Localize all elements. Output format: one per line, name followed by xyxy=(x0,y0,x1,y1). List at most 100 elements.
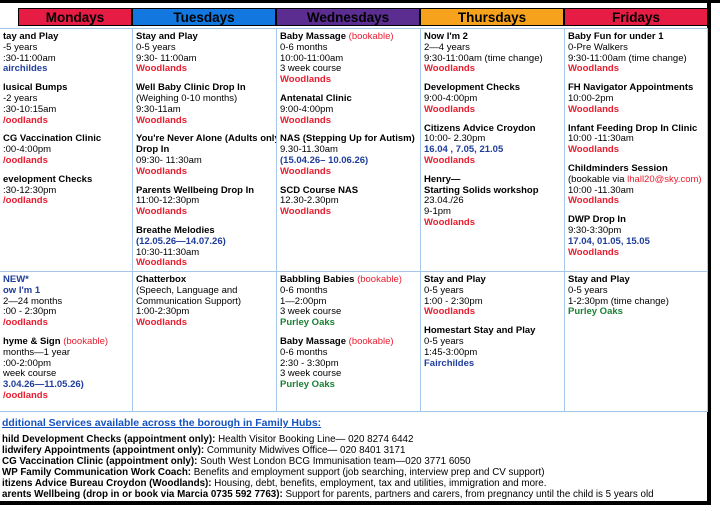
activity-text-segment: lusical Bumps xyxy=(3,82,68,94)
activity-line: Stay and Play xyxy=(424,274,562,286)
activity-text-segment: Purley Oaks xyxy=(280,379,335,391)
activity-line: Drop In xyxy=(136,144,274,156)
activity-line: Woodlands xyxy=(424,104,562,116)
activity-line: 0-6 months xyxy=(280,42,418,54)
activity-text-segment: 10:00-11:00am xyxy=(280,52,344,64)
activity-text-segment: Stay and Play xyxy=(136,31,198,42)
activity-text-segment: 23.04./26 xyxy=(424,195,464,207)
activity-line: 3.04.26—11.05.26) xyxy=(3,379,130,391)
activity-block: Baby Fun for under 1 0-Pre Walkers 9:30-11… xyxy=(568,31,705,75)
activity-text-segment: 9-1pm xyxy=(424,206,451,218)
activity-line: Now I'm 2 xyxy=(424,31,562,43)
activity-line: Woodlands xyxy=(424,155,562,167)
activity-text-segment: DWP Drop In xyxy=(568,214,626,226)
activity-line: 1-2:30pm (time change) xyxy=(568,296,705,308)
activity-text-segment: Baby Massage xyxy=(280,335,349,347)
footer-service-line: hild Development Checks (appointment onl… xyxy=(2,434,717,445)
activity-line: Homestart Stay and Play xyxy=(424,325,562,337)
activity-line: Woodlands xyxy=(424,63,562,75)
activity-line: Chatterbox xyxy=(136,274,274,286)
activity-text-segment: Woodlands xyxy=(280,165,332,177)
activity-line: Woodlands xyxy=(136,115,274,127)
activity-text-segment: 09:30- 11:30am xyxy=(136,154,202,166)
activity-line: Citizens Advice Croydon xyxy=(424,123,562,135)
day-header-wednesdays: Wednesdays xyxy=(276,8,420,26)
activity-line: Baby Massage (bookable) xyxy=(280,335,418,348)
activity-text-segment: Stay and Play xyxy=(568,274,630,285)
activity-line: Stay and Play xyxy=(568,274,705,286)
activity-text-segment: 9:30- 11:00am xyxy=(136,52,197,64)
activity-block: NAS (Stepping Up for Autism) 9.30-11.30am… xyxy=(280,133,418,177)
activity-text-segment: Homestart Stay and Play xyxy=(424,325,536,337)
activity-line: Woodlands xyxy=(568,144,705,156)
activity-text-segment: (Weighing 0-10 months) xyxy=(136,92,238,104)
activity-text-segment: (bookable) xyxy=(348,335,394,347)
activity-line: Woodlands xyxy=(280,206,418,218)
cell-thursdays-row2: Stay and Play 0-5 years 1:00 - 2:30pm Woodl… xyxy=(420,271,564,411)
activity-block: Chatterbox (Speech, Language and Communica… xyxy=(136,274,274,329)
activity-line: 1—2:00pm xyxy=(280,296,418,308)
activity-line: (12.05.26—14.07.26) xyxy=(136,236,274,248)
activity-block: Parents Wellbeing Drop In 11:00-12:30pm Wo… xyxy=(136,185,274,218)
cell-mondays-row1: tay and Play -5 years:30-11:00am airchilde… xyxy=(0,29,132,271)
activity-line: 9:30- 11:00am xyxy=(136,52,274,65)
activity-line: 9:30-11am xyxy=(136,104,274,116)
activity-text-segment: Baby Fun for under 1 xyxy=(568,31,664,42)
activity-text-segment: Woodlands xyxy=(568,195,620,207)
activity-text-segment: week course xyxy=(3,368,57,380)
activity-text-segment: Woodlands xyxy=(424,63,476,75)
footer-service-name: WP Family Communication Work Coach: xyxy=(2,467,192,479)
activity-block: Babbling Babies (bookable) 0-6 months 1—2:… xyxy=(280,274,418,329)
activity-line: 23.04./26 xyxy=(424,195,562,207)
activity-line: 0-5 years xyxy=(424,336,562,348)
footer-lines: hild Development Checks (appointment onl… xyxy=(2,434,717,501)
activity-line: 10:00-2pm xyxy=(568,93,705,105)
activity-text-segment: 9:00-4:00pm xyxy=(280,103,334,115)
activity-line: (bookable via lhall20@sky.com) xyxy=(568,173,705,186)
activity-text-segment: Woodlands xyxy=(280,114,332,126)
activity-line: (Speech, Language and xyxy=(136,284,274,297)
activity-text-segment: 0-5 years xyxy=(136,41,176,53)
activity-line: 10:30-11:30am xyxy=(136,247,274,259)
activity-line: :30-10:15am xyxy=(3,104,130,116)
activity-line: 3 week course xyxy=(280,368,418,380)
activity-block: Baby Massage (bookable) 0-6 months 10:00-1… xyxy=(280,31,418,86)
activity-text-segment: Woodlands xyxy=(568,246,620,258)
activity-text-segment: lhall20@sky.com) xyxy=(627,173,702,185)
cell-tuesdays-row2: Chatterbox (Speech, Language and Communica… xyxy=(132,271,276,411)
activity-text-segment: Henry— xyxy=(424,173,461,185)
activity-line: Babbling Babies (bookable) xyxy=(280,274,418,286)
cell-thursdays-row1: Now I'm 2 2—4 years 9:30-11:00am (time cha… xyxy=(420,29,564,271)
activity-text-segment: Woodlands xyxy=(136,317,188,329)
activity-line: 09:30- 11:30am xyxy=(136,154,274,167)
activity-block: Breathe Melodies (12.05.26—14.07.26) 10:30… xyxy=(136,225,274,269)
activity-line: Woodlands xyxy=(568,104,705,116)
activity-line: Childminders Session xyxy=(568,163,705,175)
activity-line: 10:00 -11:30am xyxy=(568,133,705,145)
activity-text-segment: Purley Oaks xyxy=(568,306,623,318)
activity-text-segment: ow I'm 1 xyxy=(3,284,41,296)
activity-line: 10:00-11:00am xyxy=(280,52,418,65)
activity-line: 10:00 -11.30am xyxy=(568,185,705,197)
activity-text-segment: Stay and Play xyxy=(424,274,486,285)
footer-service-line: itizens Advice Bureau Croydon (Woodlands… xyxy=(2,478,717,489)
activity-text-segment: NEW* xyxy=(3,274,29,285)
activity-text-segment: -2 years xyxy=(3,92,38,104)
activity-line: Woodlands xyxy=(568,63,705,75)
activity-line: 9:00-4:00pm xyxy=(280,103,418,116)
activity-text-segment: 9:30-3:30pm xyxy=(568,224,622,236)
activity-line: Antenatal Clinic xyxy=(280,93,418,105)
activity-text-segment: /oodlands xyxy=(3,114,48,126)
footer-service-detail: South West London BCG Immunisation team—… xyxy=(197,456,471,468)
activity-text-segment: (Speech, Language and xyxy=(136,284,238,296)
activity-text-segment: Purley Oaks xyxy=(280,317,335,329)
activity-line: Woodlands xyxy=(136,206,274,218)
activity-text-segment: 16.04 , 7.05, 21.05 xyxy=(424,144,504,156)
activity-line: 9:30-11:00am (time change) xyxy=(568,53,705,65)
activity-text-segment: Well Baby Clinic Drop In xyxy=(136,82,246,94)
activity-line: 2—4 years xyxy=(424,42,562,54)
activity-line: Purley Oaks xyxy=(568,306,705,318)
activity-block: DWP Drop In 9:30-3:30pm 17.04, 01.05, 15.0… xyxy=(568,214,705,258)
activity-line: (15.04.26– 10.06.26) xyxy=(280,155,418,167)
footer-service-line: CG Vaccination Clinic (appointment only)… xyxy=(2,456,717,467)
